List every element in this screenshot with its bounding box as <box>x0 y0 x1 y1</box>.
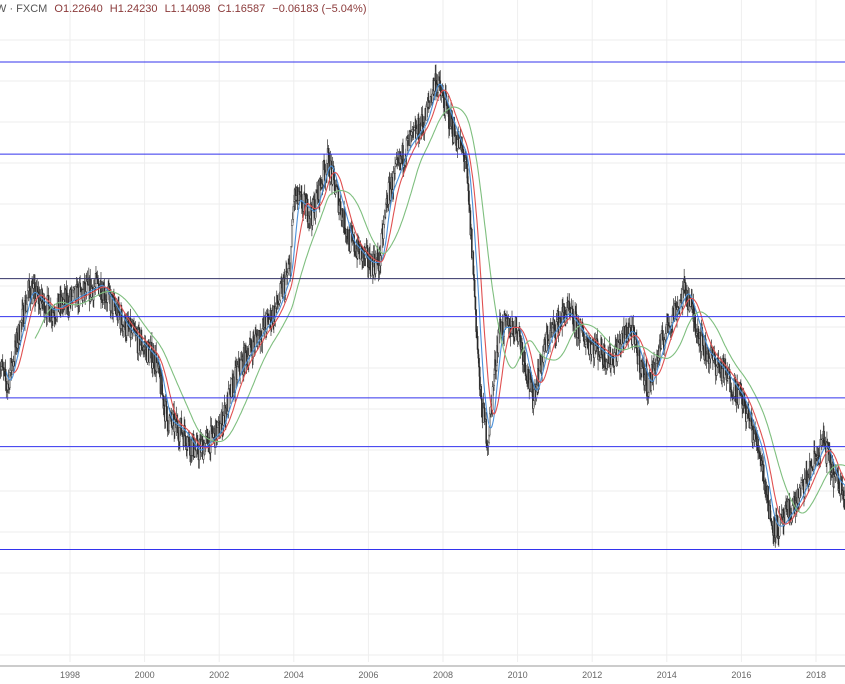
change-value: −0.06183 (−5.04%) <box>272 3 367 15</box>
candle-body <box>648 378 650 393</box>
candle-body <box>48 305 51 322</box>
ohlc-legend: W · FXCM O1.22640 H1.24230 L1.14098 C1.1… <box>0 3 366 15</box>
candle-body <box>474 296 477 310</box>
candle-body <box>524 364 527 377</box>
candle-body <box>26 297 28 305</box>
candle-body <box>468 190 470 205</box>
candle-body <box>394 166 396 174</box>
candle-body <box>590 344 593 355</box>
candle-body <box>236 366 239 380</box>
x-tick-label: 2016 <box>731 670 751 680</box>
x-tick-label: 2018 <box>806 670 826 680</box>
candle-body <box>180 417 183 434</box>
x-tick-label: 1998 <box>60 670 80 680</box>
candle-body <box>198 445 201 461</box>
candle-body <box>660 333 663 349</box>
high-value: H1.24230 <box>109 3 158 15</box>
candle-body <box>290 225 293 247</box>
x-tick-label: 2010 <box>508 670 528 680</box>
candle-body <box>165 401 168 407</box>
candle-body <box>75 286 77 301</box>
candle-body <box>515 317 518 333</box>
candle-body <box>248 344 251 356</box>
candle-body <box>757 438 759 451</box>
x-tick-label: 2014 <box>657 670 677 680</box>
symbol-label: W · FXCM <box>0 3 48 15</box>
open-value: O1.22640 <box>54 3 103 15</box>
candle-body <box>632 325 635 328</box>
low-value: L1.14098 <box>164 3 211 15</box>
close-value: C1.16587 <box>217 3 266 15</box>
candle-body <box>166 406 168 421</box>
ma-fast-line <box>5 83 845 527</box>
candle-body <box>339 201 342 215</box>
candle-body <box>151 362 154 369</box>
candle-body <box>478 357 480 368</box>
candle-body <box>485 419 487 444</box>
candle-body <box>254 334 257 347</box>
x-tick-label: 2004 <box>284 670 304 680</box>
candle-body <box>448 108 450 129</box>
x-tick-label: 2006 <box>358 670 378 680</box>
candle-body <box>473 280 476 298</box>
candle-body <box>475 309 477 332</box>
x-tick-label: 2012 <box>582 670 602 680</box>
candle-body <box>800 482 802 489</box>
candle-body <box>791 505 794 519</box>
x-tick-label: 2002 <box>209 670 229 680</box>
candle-body <box>773 516 776 538</box>
candle-body <box>330 160 333 170</box>
candle-body <box>637 354 640 365</box>
candle-body <box>533 389 536 401</box>
x-tick-label: 2008 <box>433 670 453 680</box>
x-tick-label: 2000 <box>135 670 155 680</box>
candle-body <box>638 347 641 373</box>
candle-body <box>702 335 704 346</box>
candle-body <box>476 335 479 350</box>
ma-slow-line <box>34 106 845 514</box>
ma-mid-line <box>13 89 845 525</box>
candle-body <box>610 364 612 369</box>
